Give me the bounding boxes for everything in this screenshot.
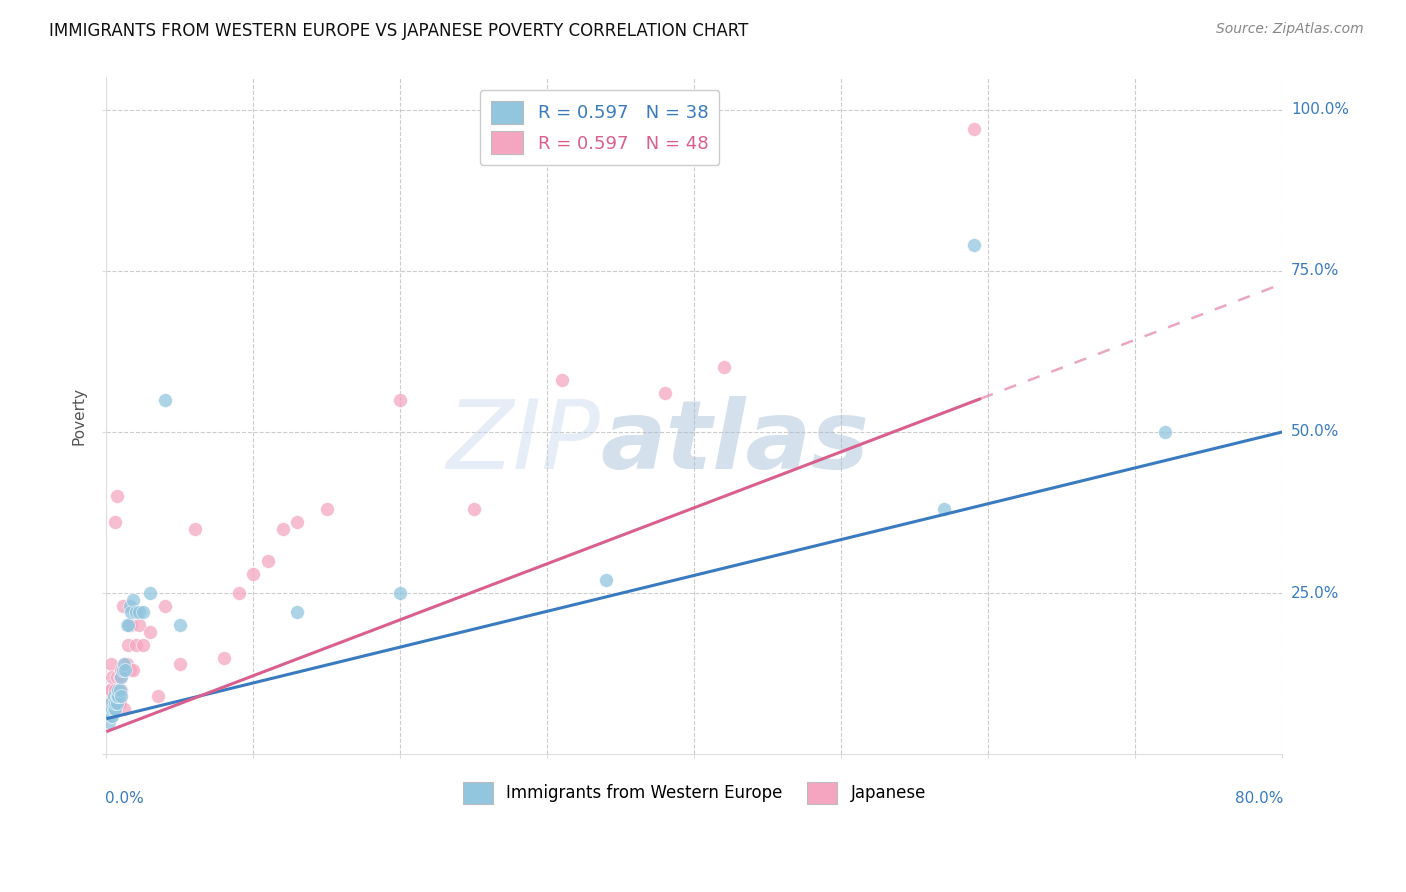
Point: [316, 502, 339, 516]
Point: [117, 618, 139, 632]
Point: [111, 664, 134, 678]
Point: [104, 682, 127, 697]
Point: [108, 696, 131, 710]
Point: [595, 573, 617, 587]
Text: IMMIGRANTS FROM WESTERN EUROPE VS JAPANESE POVERTY CORRELATION CHART: IMMIGRANTS FROM WESTERN EUROPE VS JAPANE…: [49, 22, 748, 40]
Point: [271, 522, 294, 536]
Point: [115, 657, 138, 671]
Point: [183, 522, 205, 536]
Point: [287, 515, 309, 529]
Point: [169, 657, 191, 671]
Point: [389, 392, 412, 407]
Point: [101, 702, 124, 716]
Point: [257, 554, 280, 568]
Point: [463, 502, 485, 516]
Point: [110, 682, 132, 697]
Point: [110, 670, 132, 684]
Point: [118, 599, 141, 613]
Point: [389, 586, 412, 600]
Point: [228, 586, 250, 600]
Point: [139, 586, 162, 600]
Point: [128, 618, 150, 632]
Point: [118, 664, 141, 678]
Point: [107, 689, 129, 703]
Legend: Immigrants from Western Europe, Japanese: Immigrants from Western Europe, Japanese: [453, 772, 936, 814]
Point: [110, 689, 132, 703]
Point: [98, 702, 121, 716]
Point: [125, 638, 148, 652]
Point: [242, 566, 264, 581]
Point: [132, 638, 155, 652]
Point: [103, 696, 125, 710]
Point: [112, 657, 135, 671]
Point: [713, 360, 735, 375]
Point: [105, 489, 128, 503]
Text: atlas: atlas: [600, 396, 869, 490]
Point: [98, 714, 121, 729]
Point: [654, 386, 676, 401]
Point: [101, 670, 124, 684]
Text: ZIP: ZIP: [447, 396, 600, 490]
Point: [120, 618, 142, 632]
Point: [103, 702, 125, 716]
Text: 0.0%: 0.0%: [105, 791, 143, 806]
Point: [121, 664, 143, 678]
Point: [111, 599, 134, 613]
Y-axis label: Poverty: Poverty: [72, 387, 86, 445]
Point: [100, 696, 122, 710]
Point: [1154, 425, 1177, 439]
Point: [100, 682, 122, 697]
Point: [551, 373, 574, 387]
Point: [110, 664, 132, 678]
Point: [105, 689, 128, 703]
Point: [103, 689, 125, 703]
Point: [963, 122, 986, 136]
Point: [100, 657, 122, 671]
Point: [105, 670, 128, 684]
Point: [97, 708, 120, 723]
Point: [934, 502, 956, 516]
Point: [146, 689, 169, 703]
Point: [112, 702, 135, 716]
Point: [107, 682, 129, 697]
Point: [104, 515, 127, 529]
Text: 80.0%: 80.0%: [1236, 791, 1284, 806]
Point: [125, 606, 148, 620]
Point: [120, 606, 142, 620]
Point: [100, 708, 122, 723]
Text: Source: ZipAtlas.com: Source: ZipAtlas.com: [1216, 22, 1364, 37]
Point: [287, 606, 309, 620]
Point: [104, 702, 127, 716]
Point: [98, 696, 121, 710]
Point: [169, 618, 191, 632]
Point: [101, 708, 124, 723]
Text: 100.0%: 100.0%: [1291, 103, 1348, 117]
Point: [108, 682, 131, 697]
Point: [108, 670, 131, 684]
Point: [115, 618, 138, 632]
Text: 75.0%: 75.0%: [1291, 263, 1339, 278]
Text: 25.0%: 25.0%: [1291, 585, 1339, 600]
Point: [128, 606, 150, 620]
Point: [97, 696, 120, 710]
Point: [104, 696, 127, 710]
Point: [114, 657, 136, 671]
Text: 50.0%: 50.0%: [1291, 425, 1339, 440]
Point: [105, 696, 128, 710]
Point: [117, 638, 139, 652]
Point: [98, 682, 121, 697]
Point: [132, 606, 155, 620]
Point: [103, 702, 125, 716]
Point: [121, 592, 143, 607]
Point: [97, 708, 120, 723]
Point: [963, 238, 986, 252]
Point: [107, 696, 129, 710]
Point: [212, 650, 235, 665]
Point: [153, 392, 176, 407]
Point: [139, 624, 162, 639]
Point: [153, 599, 176, 613]
Point: [114, 664, 136, 678]
Point: [101, 702, 124, 716]
